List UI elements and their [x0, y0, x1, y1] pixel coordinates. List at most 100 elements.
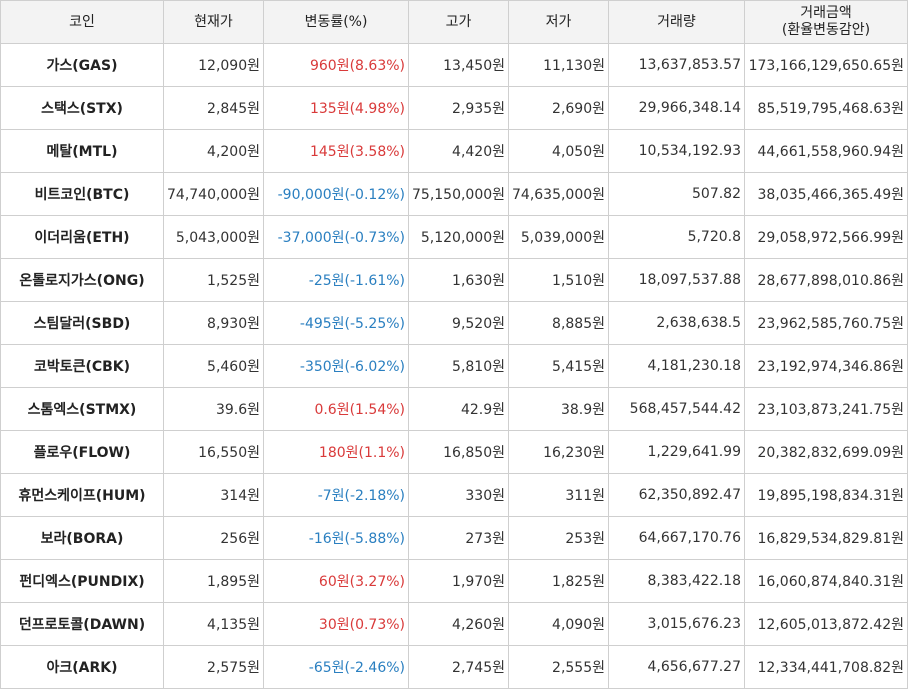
low-price-cell: 2,690원	[508, 86, 609, 130]
low-price-cell: 16,230원	[508, 430, 609, 474]
low-price-cell: 11,130원	[508, 43, 609, 87]
current-price-cell: 256원	[163, 516, 264, 560]
volume-cell: 62,350,892.47	[608, 473, 745, 517]
table-row: 가스(GAS) 12,090원 960원(8.63%) 13,450원 11,130원 1…	[0, 43, 908, 87]
change-rate-cell: 145원(3.58%)	[263, 129, 409, 173]
current-price-cell: 12,090원	[163, 43, 264, 87]
low-price-cell: 38.9원	[508, 387, 609, 431]
trade-amount-cell: 23,103,873,241.75원	[744, 387, 908, 431]
header-coin: 코인	[0, 0, 164, 44]
table-row: 보라(BORA) 256원 -16원(-5.88%) 273원 253원 64,667,1…	[0, 516, 908, 560]
change-rate-cell: -495원(-5.25%)	[263, 301, 409, 345]
low-price-cell: 5,039,000원	[508, 215, 609, 259]
trade-amount-cell: 19,895,198,834.31원	[744, 473, 908, 517]
low-price-cell: 74,635,000원	[508, 172, 609, 216]
change-rate-cell: -7원(-2.18%)	[263, 473, 409, 517]
current-price-cell: 39.6원	[163, 387, 264, 431]
current-price-cell: 4,200원	[163, 129, 264, 173]
current-price-cell: 1,895원	[163, 559, 264, 603]
trade-amount-cell: 29,058,972,566.99원	[744, 215, 908, 259]
table-row: 던프로토콜(DAWN) 4,135원 30원(0.73%) 4,260원 4,090원 3…	[0, 602, 908, 646]
change-rate-cell: 30원(0.73%)	[263, 602, 409, 646]
trade-amount-cell: 16,829,534,829.81원	[744, 516, 908, 560]
change-rate-cell: 135원(4.98%)	[263, 86, 409, 130]
high-price-cell: 4,260원	[408, 602, 509, 646]
coin-name-cell: 휴먼스케이프(HUM)	[0, 473, 164, 517]
volume-cell: 4,181,230.18	[608, 344, 745, 388]
change-rate-cell: -16원(-5.88%)	[263, 516, 409, 560]
current-price-cell: 74,740,000원	[163, 172, 264, 216]
trade-amount-cell: 173,166,129,650.65원	[744, 43, 908, 87]
header-amount-line1: 거래금액	[800, 5, 852, 21]
trade-amount-cell: 85,519,795,468.63원	[744, 86, 908, 130]
high-price-cell: 13,450원	[408, 43, 509, 87]
coin-name-cell: 스택스(STX)	[0, 86, 164, 130]
volume-cell: 1,229,641.99	[608, 430, 745, 474]
change-rate-cell: 60원(3.27%)	[263, 559, 409, 603]
table-row: 스팀달러(SBD) 8,930원 -495원(-5.25%) 9,520원 8,885원…	[0, 301, 908, 345]
table-row: 휴먼스케이프(HUM) 314원 -7원(-2.18%) 330원 311원 62,350…	[0, 473, 908, 517]
change-rate-cell: -350원(-6.02%)	[263, 344, 409, 388]
high-price-cell: 330원	[408, 473, 509, 517]
table-row: 스톰엑스(STMX) 39.6원 0.6원(1.54%) 42.9원 38.9원 568,…	[0, 387, 908, 431]
volume-cell: 29,966,348.14	[608, 86, 745, 130]
current-price-cell: 16,550원	[163, 430, 264, 474]
trade-amount-cell: 16,060,874,840.31원	[744, 559, 908, 603]
coin-name-cell: 던프로토콜(DAWN)	[0, 602, 164, 646]
trade-amount-cell: 12,334,441,708.82원	[744, 645, 908, 689]
current-price-cell: 4,135원	[163, 602, 264, 646]
high-price-cell: 1,970원	[408, 559, 509, 603]
change-rate-cell: -90,000원(-0.12%)	[263, 172, 409, 216]
change-rate-cell: -65원(-2.46%)	[263, 645, 409, 689]
table-row: 이더리움(ETH) 5,043,000원 -37,000원(-0.73%) 5,120…	[0, 215, 908, 259]
low-price-cell: 311원	[508, 473, 609, 517]
coin-name-cell: 메탈(MTL)	[0, 129, 164, 173]
coin-name-cell: 아크(ARK)	[0, 645, 164, 689]
table-row: 비트코인(BTC) 74,740,000원 -90,000원(-0.12%) 75,1…	[0, 172, 908, 216]
header-low: 저가	[508, 0, 609, 44]
trade-amount-cell: 23,192,974,346.86원	[744, 344, 908, 388]
coin-name-cell: 이더리움(ETH)	[0, 215, 164, 259]
high-price-cell: 2,745원	[408, 645, 509, 689]
current-price-cell: 5,460원	[163, 344, 264, 388]
table-header-row: 코인 현재가 변동률(%) 고가 저가 거래량 거래금액 (환율변동감안)	[0, 0, 908, 44]
volume-cell: 18,097,537.88	[608, 258, 745, 302]
coin-name-cell: 온톨로지가스(ONG)	[0, 258, 164, 302]
change-rate-cell: -37,000원(-0.73%)	[263, 215, 409, 259]
table-row: 코박토큰(CBK) 5,460원 -350원(-6.02%) 5,810원 5,415원…	[0, 344, 908, 388]
change-rate-cell: -25원(-1.61%)	[263, 258, 409, 302]
trade-amount-cell: 44,661,558,960.94원	[744, 129, 908, 173]
trade-amount-cell: 20,382,832,699.09원	[744, 430, 908, 474]
table-row: 펀디엑스(PUNDIX) 1,895원 60원(3.27%) 1,970원 1,825원…	[0, 559, 908, 603]
volume-cell: 4,656,677.27	[608, 645, 745, 689]
header-high: 고가	[408, 0, 509, 44]
header-volume: 거래량	[608, 0, 745, 44]
trade-amount-cell: 12,605,013,872.42원	[744, 602, 908, 646]
coin-name-cell: 플로우(FLOW)	[0, 430, 164, 474]
current-price-cell: 2,575원	[163, 645, 264, 689]
table-row: 온톨로지가스(ONG) 1,525원 -25원(-1.61%) 1,630원 1,510…	[0, 258, 908, 302]
current-price-cell: 1,525원	[163, 258, 264, 302]
coin-name-cell: 비트코인(BTC)	[0, 172, 164, 216]
coin-name-cell: 펀디엑스(PUNDIX)	[0, 559, 164, 603]
change-rate-cell: 180원(1.1%)	[263, 430, 409, 474]
trade-amount-cell: 28,677,898,010.86원	[744, 258, 908, 302]
high-price-cell: 16,850원	[408, 430, 509, 474]
current-price-cell: 314원	[163, 473, 264, 517]
volume-cell: 5,720.8	[608, 215, 745, 259]
table-row: 플로우(FLOW) 16,550원 180원(1.1%) 16,850원 16,230원…	[0, 430, 908, 474]
table-body: 가스(GAS) 12,090원 960원(8.63%) 13,450원 11,130원 1…	[0, 43, 908, 689]
low-price-cell: 253원	[508, 516, 609, 560]
volume-cell: 10,534,192.93	[608, 129, 745, 173]
volume-cell: 3,015,676.23	[608, 602, 745, 646]
high-price-cell: 75,150,000원	[408, 172, 509, 216]
trade-amount-cell: 38,035,466,365.49원	[744, 172, 908, 216]
volume-cell: 8,383,422.18	[608, 559, 745, 603]
volume-cell: 2,638,638.5	[608, 301, 745, 345]
header-price: 현재가	[163, 0, 264, 44]
volume-cell: 568,457,544.42	[608, 387, 745, 431]
current-price-cell: 5,043,000원	[163, 215, 264, 259]
high-price-cell: 2,935원	[408, 86, 509, 130]
low-price-cell: 8,885원	[508, 301, 609, 345]
